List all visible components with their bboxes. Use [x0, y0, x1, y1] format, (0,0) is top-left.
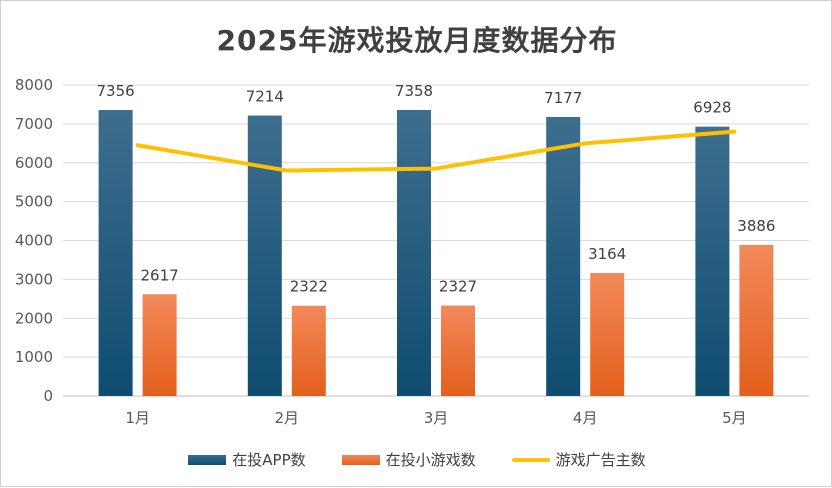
bar-app — [247, 115, 282, 396]
bar-minigame — [142, 294, 177, 396]
y-tick-label: 4000 — [15, 232, 53, 250]
line-point-advertiser — [732, 130, 736, 134]
line-point-advertiser — [285, 169, 289, 173]
y-tick-label: 0 — [43, 387, 53, 405]
bar-minigame — [590, 272, 625, 396]
series-line-advertiser — [135, 129, 737, 173]
bar-minigame — [739, 244, 774, 396]
data-label-app: 6928 — [693, 99, 731, 117]
y-tick-label: 7000 — [15, 115, 53, 133]
bar-app — [546, 116, 581, 396]
y-tick-label: 2000 — [15, 309, 53, 327]
legend-item-advertiser: 游戏广告主数 — [511, 449, 646, 470]
x-tick-label: 4月 — [573, 409, 598, 427]
data-label-app: 7214 — [246, 88, 284, 106]
data-label-minigame: 3164 — [588, 245, 626, 263]
data-label-minigame: 2327 — [439, 278, 477, 296]
line-point-advertiser — [434, 167, 438, 171]
data-label-minigame: 2322 — [290, 278, 328, 296]
legend-label-advertiser: 游戏广告主数 — [555, 451, 646, 469]
legend-item-app: 在投APP数 — [188, 449, 306, 470]
line-point-advertiser — [583, 141, 587, 145]
data-label-minigame: 3886 — [737, 217, 775, 235]
line-point-advertiser — [136, 143, 140, 147]
data-label-minigame: 2617 — [141, 266, 179, 284]
bar-app — [695, 126, 730, 396]
bar-app — [98, 110, 133, 397]
chart-legend: 在投APP数 在投小游戏数 游戏广告主数 — [1, 449, 832, 470]
y-tick-label: 1000 — [15, 348, 53, 366]
bar-app — [397, 109, 431, 396]
legend-label-app: 在投APP数 — [232, 451, 306, 469]
x-tick-label: 2月 — [275, 409, 300, 427]
y-tick-label: 8000 — [15, 76, 53, 94]
x-tick-label: 3月 — [424, 409, 449, 427]
data-label-app: 7356 — [97, 82, 135, 100]
x-tick-label: 5月 — [722, 409, 747, 427]
legend-swatch-minigame — [341, 454, 380, 465]
legend-swatch-app — [188, 454, 227, 465]
y-tick-label: 5000 — [15, 193, 53, 211]
chart-title: 2025年游戏投放月度数据分布 — [216, 24, 618, 57]
data-label-app: 7177 — [544, 89, 582, 107]
x-tick-label: 1月 — [125, 409, 150, 427]
legend-item-minigame: 在投小游戏数 — [341, 449, 476, 470]
bar-minigame — [291, 305, 326, 396]
bar-minigame — [441, 305, 475, 396]
legend-swatch-advertiser — [511, 457, 550, 462]
y-tick-label: 6000 — [15, 154, 53, 172]
data-label-app: 7358 — [395, 82, 433, 100]
legend-label-minigame: 在投小游戏数 — [385, 451, 476, 469]
y-tick-label: 3000 — [15, 270, 53, 288]
